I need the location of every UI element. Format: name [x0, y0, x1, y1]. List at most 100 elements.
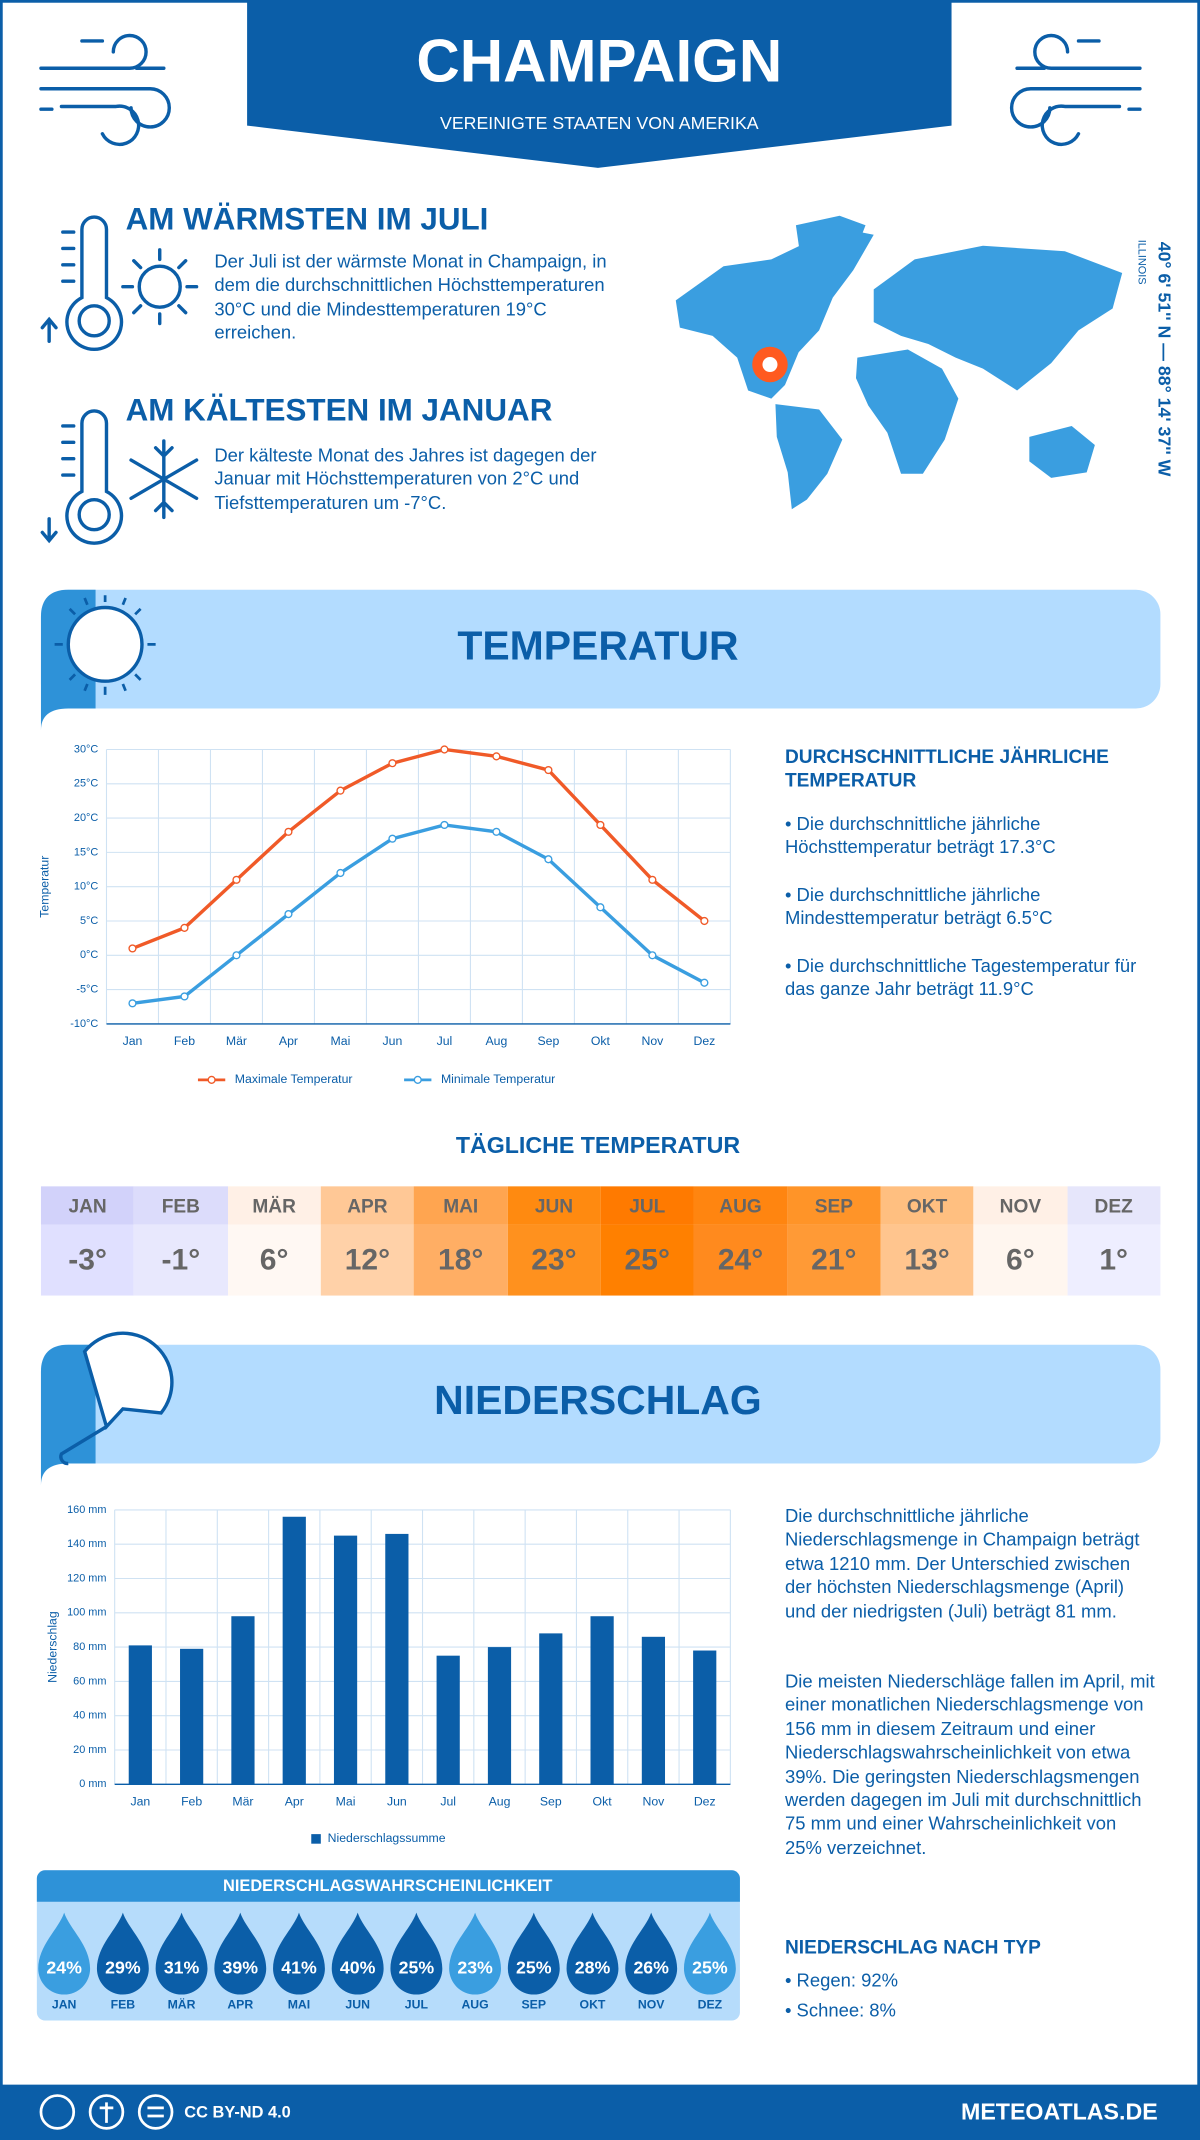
x-tick-label: Feb — [181, 1794, 202, 1808]
y-tick-label: 30°C — [74, 743, 98, 755]
probability-month: APR — [227, 1998, 253, 2012]
daily-value: 12° — [320, 1224, 415, 1296]
rain-drop — [625, 1912, 678, 1995]
x-tick-label: Jan — [130, 1794, 150, 1808]
rain-drop — [96, 1912, 149, 1995]
footer-bg — [0, 2084, 1200, 2140]
sun-rays — [54, 595, 156, 695]
icon-glyphs — [99, 2102, 164, 2123]
x-tick-label: Jul — [440, 1794, 456, 1808]
daily-value: 23° — [507, 1224, 601, 1296]
rain-drop — [566, 1912, 619, 1995]
bar — [333, 1535, 358, 1785]
daily-column: MÄR 6° — [227, 1186, 321, 1296]
month-label: APR — [320, 1186, 415, 1225]
x-tick-label: Okt — [591, 1034, 611, 1048]
coldest-text: Der kälteste Monat des Jahres ist dagege… — [214, 445, 597, 514]
coordinates: 40° 6' 51'' N — 88° 14' 37'' W — [1154, 242, 1174, 477]
daily-column: NOV 6° — [973, 1186, 1068, 1296]
y-axis-title: Niederschlag — [45, 1611, 59, 1683]
x-tick-label: Mai — [336, 1794, 356, 1808]
daily-value: 13° — [880, 1224, 974, 1296]
country-subtitle: VEREINIGTE STAATEN VON AMERIKA — [440, 113, 759, 133]
probability-value: 40% — [340, 1957, 376, 1977]
data-point — [336, 786, 345, 795]
data-point — [232, 951, 241, 960]
y-tick-label: 60 mm — [73, 1675, 106, 1687]
daily-value: 18° — [414, 1224, 508, 1296]
y-tick-label: 40 mm — [73, 1710, 106, 1722]
probability-value: 24% — [46, 1957, 82, 1977]
data-point — [180, 923, 189, 932]
probability-month: MÄR — [168, 1997, 196, 2012]
wind-stroke — [1033, 33, 1142, 70]
y-tick-label: 5°C — [80, 915, 98, 927]
daily-column: DEZ 1° — [1067, 1186, 1161, 1296]
x-tick-label: Sep — [540, 1794, 562, 1808]
y-tick-label: 20 mm — [73, 1744, 106, 1756]
probability-month: AUG — [461, 1998, 488, 2012]
charts: -10°C -5°C 0°C 5°C 10°C 15°C 20°C 25°C 30°C Tempe… — [37, 743, 731, 1845]
probability-value: 41% — [281, 1957, 317, 1977]
y-tick-label: 80 mm — [73, 1641, 106, 1653]
x-tick-label: Dez — [693, 1034, 715, 1048]
legend-swatch-dot — [207, 1075, 216, 1084]
south-america — [775, 404, 843, 510]
daily-temperature-table: JAN -3° FEB -1° MÄR 6° APR 12° MAI 18° JUN 23° JUL 25… — [40, 1186, 1161, 1296]
sun-rays — [121, 248, 199, 326]
data-point — [440, 745, 449, 754]
bar — [641, 1636, 666, 1785]
region: ILLINOIS — [1135, 240, 1147, 285]
wind-stroke — [39, 87, 171, 129]
data-point — [492, 827, 501, 836]
probability-month: JUL — [405, 1998, 429, 2012]
bar — [231, 1616, 255, 1785]
rain-drop — [390, 1912, 443, 1995]
x-tick-label: Nov — [643, 1794, 666, 1808]
section-title: TEMPERATUR — [457, 622, 738, 668]
by-type-item: • Regen: 92% — [784, 1969, 898, 1991]
probability-header — [36, 1870, 740, 1902]
bar — [436, 1655, 460, 1785]
series-line — [131, 747, 706, 951]
daily-value: 21° — [787, 1224, 881, 1296]
footer: CC BY-ND 4.0 METEOATLAS.DE — [0, 2084, 1200, 2140]
precipitation-paragraph: Die durchschnittliche jährliche Niedersc… — [784, 1505, 1140, 1622]
probability-month: NOV — [638, 1998, 665, 2012]
location-marker-center — [762, 356, 778, 373]
x-tick-label: Okt — [593, 1794, 613, 1808]
probability-month: SEP — [522, 1998, 547, 2012]
y-tick-label: 15°C — [74, 846, 98, 858]
wind-stroke — [1040, 104, 1122, 147]
data-point — [388, 834, 397, 843]
probability-value: 39% — [223, 1957, 259, 1977]
probability-value: 28% — [575, 1957, 611, 1977]
month-label: JUN — [507, 1186, 601, 1225]
city-title: CHAMPAIGN — [416, 27, 782, 94]
x-tick-label: Jul — [437, 1034, 453, 1048]
legend-label: Minimale Temperatur — [441, 1072, 555, 1086]
probability-value: 25% — [692, 1957, 728, 1977]
wind-stroke — [59, 104, 141, 147]
data-point — [544, 855, 553, 864]
sun-icon — [66, 605, 144, 683]
wind-icon — [1009, 33, 1142, 147]
daily-value: 24° — [693, 1224, 788, 1296]
y-tick-label: 0 mm — [79, 1778, 106, 1790]
wind-stroke — [39, 39, 166, 111]
data-point — [648, 951, 657, 960]
probability-month: JAN — [52, 1998, 77, 2012]
daily-column: JAN -3° — [40, 1186, 135, 1296]
by-type-item: • Schnee: 8% — [784, 1999, 896, 2021]
probability-box: NIEDERSCHLAGSWAHRSCHEINLICHKEIT 24% JAN 29… — [36, 1870, 740, 2021]
probability-month: FEB — [111, 1998, 136, 2012]
probability-value: 26% — [633, 1957, 669, 1977]
bar — [487, 1647, 512, 1785]
cold-icon — [40, 409, 199, 545]
warm-icon — [40, 215, 199, 351]
y-tick-label: 120 mm — [67, 1572, 106, 1584]
rain-drop — [449, 1912, 502, 1995]
warmest-text: Der Juli ist der wärmste Monat in Champa… — [214, 251, 607, 343]
